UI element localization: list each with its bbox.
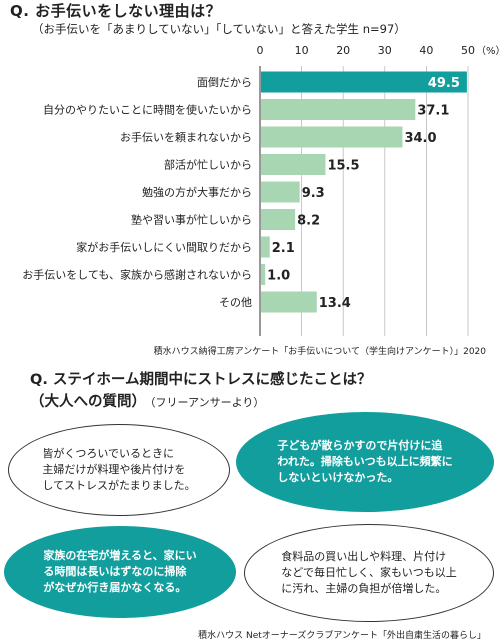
speech-bubble-1-text: 皆がくつろいでいるときに 主婦だけが料理や後片付けを してストレスがたまりました… <box>42 447 196 492</box>
reasons-bar-chart: 0 10 20 30 40 50（%） 面倒だから 49.5 自分のやりたいことに時間を使いたい… <box>22 44 500 336</box>
question1-subtitle: （お手伝いを「あまりしていない」「していない」と答えた学生 n=97） <box>32 22 406 36</box>
x-unit-label: （%） <box>476 45 500 57</box>
bar-3 <box>261 126 403 148</box>
speech-bubble-3-text: 家族の在宅が増えると、家にい る時間は長いはずなのに掃除 がなぜか行き届かなくな… <box>43 549 197 594</box>
bar-6 <box>261 209 296 230</box>
value-label-1: 49.5 <box>428 76 460 91</box>
question2-target: （大人への質問） <box>30 394 146 410</box>
x-tick-label-10: 10 <box>295 44 309 57</box>
category-label-3: お手伝いを頼まれないから <box>120 130 252 144</box>
x-tick-label-20: 20 <box>336 44 350 57</box>
bar-8 <box>261 264 266 285</box>
question2-title: Q. ステイホーム期間中にストレスに感じたことは？ <box>30 372 372 388</box>
bar-7 <box>261 236 270 258</box>
category-label-8: お手伝いをしても、家族から感謝されないから <box>22 268 252 282</box>
value-label-2: 37.1 <box>417 104 449 119</box>
bar-9 <box>261 291 317 313</box>
x-tick-label-30: 30 <box>378 44 392 57</box>
bar-4 <box>261 154 326 175</box>
bar-1 <box>261 71 467 93</box>
speech-bubble-2-text: 子どもが散らかすので片付けに追 われた。掃除もいつも以上に頻繁に しないといけな… <box>277 439 453 484</box>
category-label-1: 面倒だから <box>197 76 252 89</box>
speech-bubble-3: 家族の在宅が増えると、家にい る時間は長いはずなのに掃除 がなぜか行き届かなくな… <box>4 526 236 618</box>
question2-subtitle: （大人への質問） （フリーアンサーより） <box>30 390 264 411</box>
question2-source: 積水ハウス Netオーナーズクラブアンケート「外出自粛生活の暮らし」 <box>198 631 486 641</box>
speech-bubble-1: 皆がくつろいでいるときに 主婦だけが料理や後片付けを してストレスがたまりました… <box>8 424 230 516</box>
value-label-9: 13.4 <box>319 296 351 311</box>
category-label-7: 家がお手伝いしにくい間取りだから <box>76 240 252 254</box>
bar-2 <box>261 99 416 120</box>
category-label-4: 部活が忙しいから <box>164 158 252 172</box>
value-label-4: 15.5 <box>327 159 359 174</box>
question1-title: Q. お手伝いをしない理由は？ <box>10 2 222 20</box>
speech-bubble-2: 子どもが散らかすので片付けに追 われた。掃除もいつも以上に頻繁に しないといけな… <box>236 412 494 512</box>
category-label-6: 塾や習い事が忙しいから <box>131 213 252 227</box>
value-label-8: 1.0 <box>267 269 290 284</box>
category-label-9: その他 <box>219 296 252 309</box>
question2-note: （フリーアンサーより） <box>150 396 265 409</box>
value-label-7: 2.1 <box>272 241 295 256</box>
value-label-5: 9.3 <box>302 186 325 201</box>
speech-bubble-4-text: 食料品の買い出しや料理、片付け などで毎日忙しく、家もいつも以上 に汚れ、主婦の… <box>281 550 457 595</box>
category-label-5: 勉強の方が大事だから <box>142 185 252 199</box>
value-label-3: 34.0 <box>404 131 436 146</box>
x-tick-label-40: 40 <box>419 44 433 57</box>
category-label-2: 自分のやりたいことに時間を使いたいから <box>43 104 252 117</box>
question1-source: 積水ハウス納得工房アンケート「お手伝いについて（学生向けアンケート）」2020 <box>153 347 486 357</box>
x-tick-label-50: 50 <box>461 44 475 57</box>
bar-5 <box>261 181 300 203</box>
value-label-6: 8.2 <box>297 214 320 229</box>
x-tick-label-0: 0 <box>257 44 264 57</box>
speech-bubble-4: 食料品の買い出しや料理、片付け などで毎日忙しく、家もいつも以上 に汚れ、主婦の… <box>244 524 494 622</box>
